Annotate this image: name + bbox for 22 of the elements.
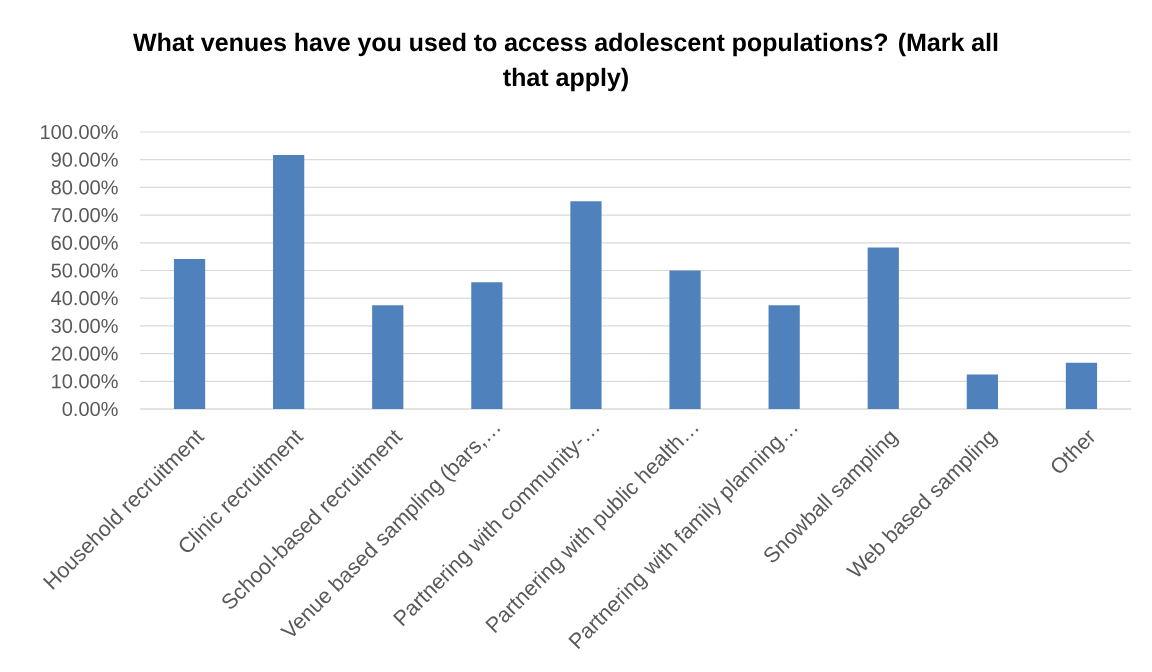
- bar: [173, 258, 206, 410]
- bar: [1065, 362, 1098, 410]
- y-tick-label: 60.00%: [51, 235, 118, 250]
- y-tick-label: 40.00%: [51, 291, 118, 306]
- y-tick-label: 100.00%: [41, 124, 118, 140]
- bar: [768, 305, 800, 410]
- bar: [273, 155, 305, 410]
- y-tick-label: 10.00%: [52, 374, 118, 389]
- bar: [471, 282, 503, 410]
- y-tick-label: 90.00%: [51, 152, 118, 167]
- y-tick-label: 70.00%: [51, 208, 118, 223]
- bar: [966, 374, 998, 410]
- bar: [570, 201, 602, 410]
- bar: [867, 247, 899, 410]
- y-tick-label: 20.00%: [51, 346, 118, 361]
- bar: [669, 270, 701, 410]
- y-tick-label: 80.00%: [51, 180, 118, 195]
- y-tick-label: 30.00%: [51, 318, 118, 333]
- chart-title: What venues have you used to access adolescent populations? (Mark all that apply): [133, 32, 998, 92]
- bar: [372, 305, 404, 410]
- y-tick-label: 50.00%: [51, 263, 118, 278]
- y-tick-label: 0.00%: [62, 401, 118, 417]
